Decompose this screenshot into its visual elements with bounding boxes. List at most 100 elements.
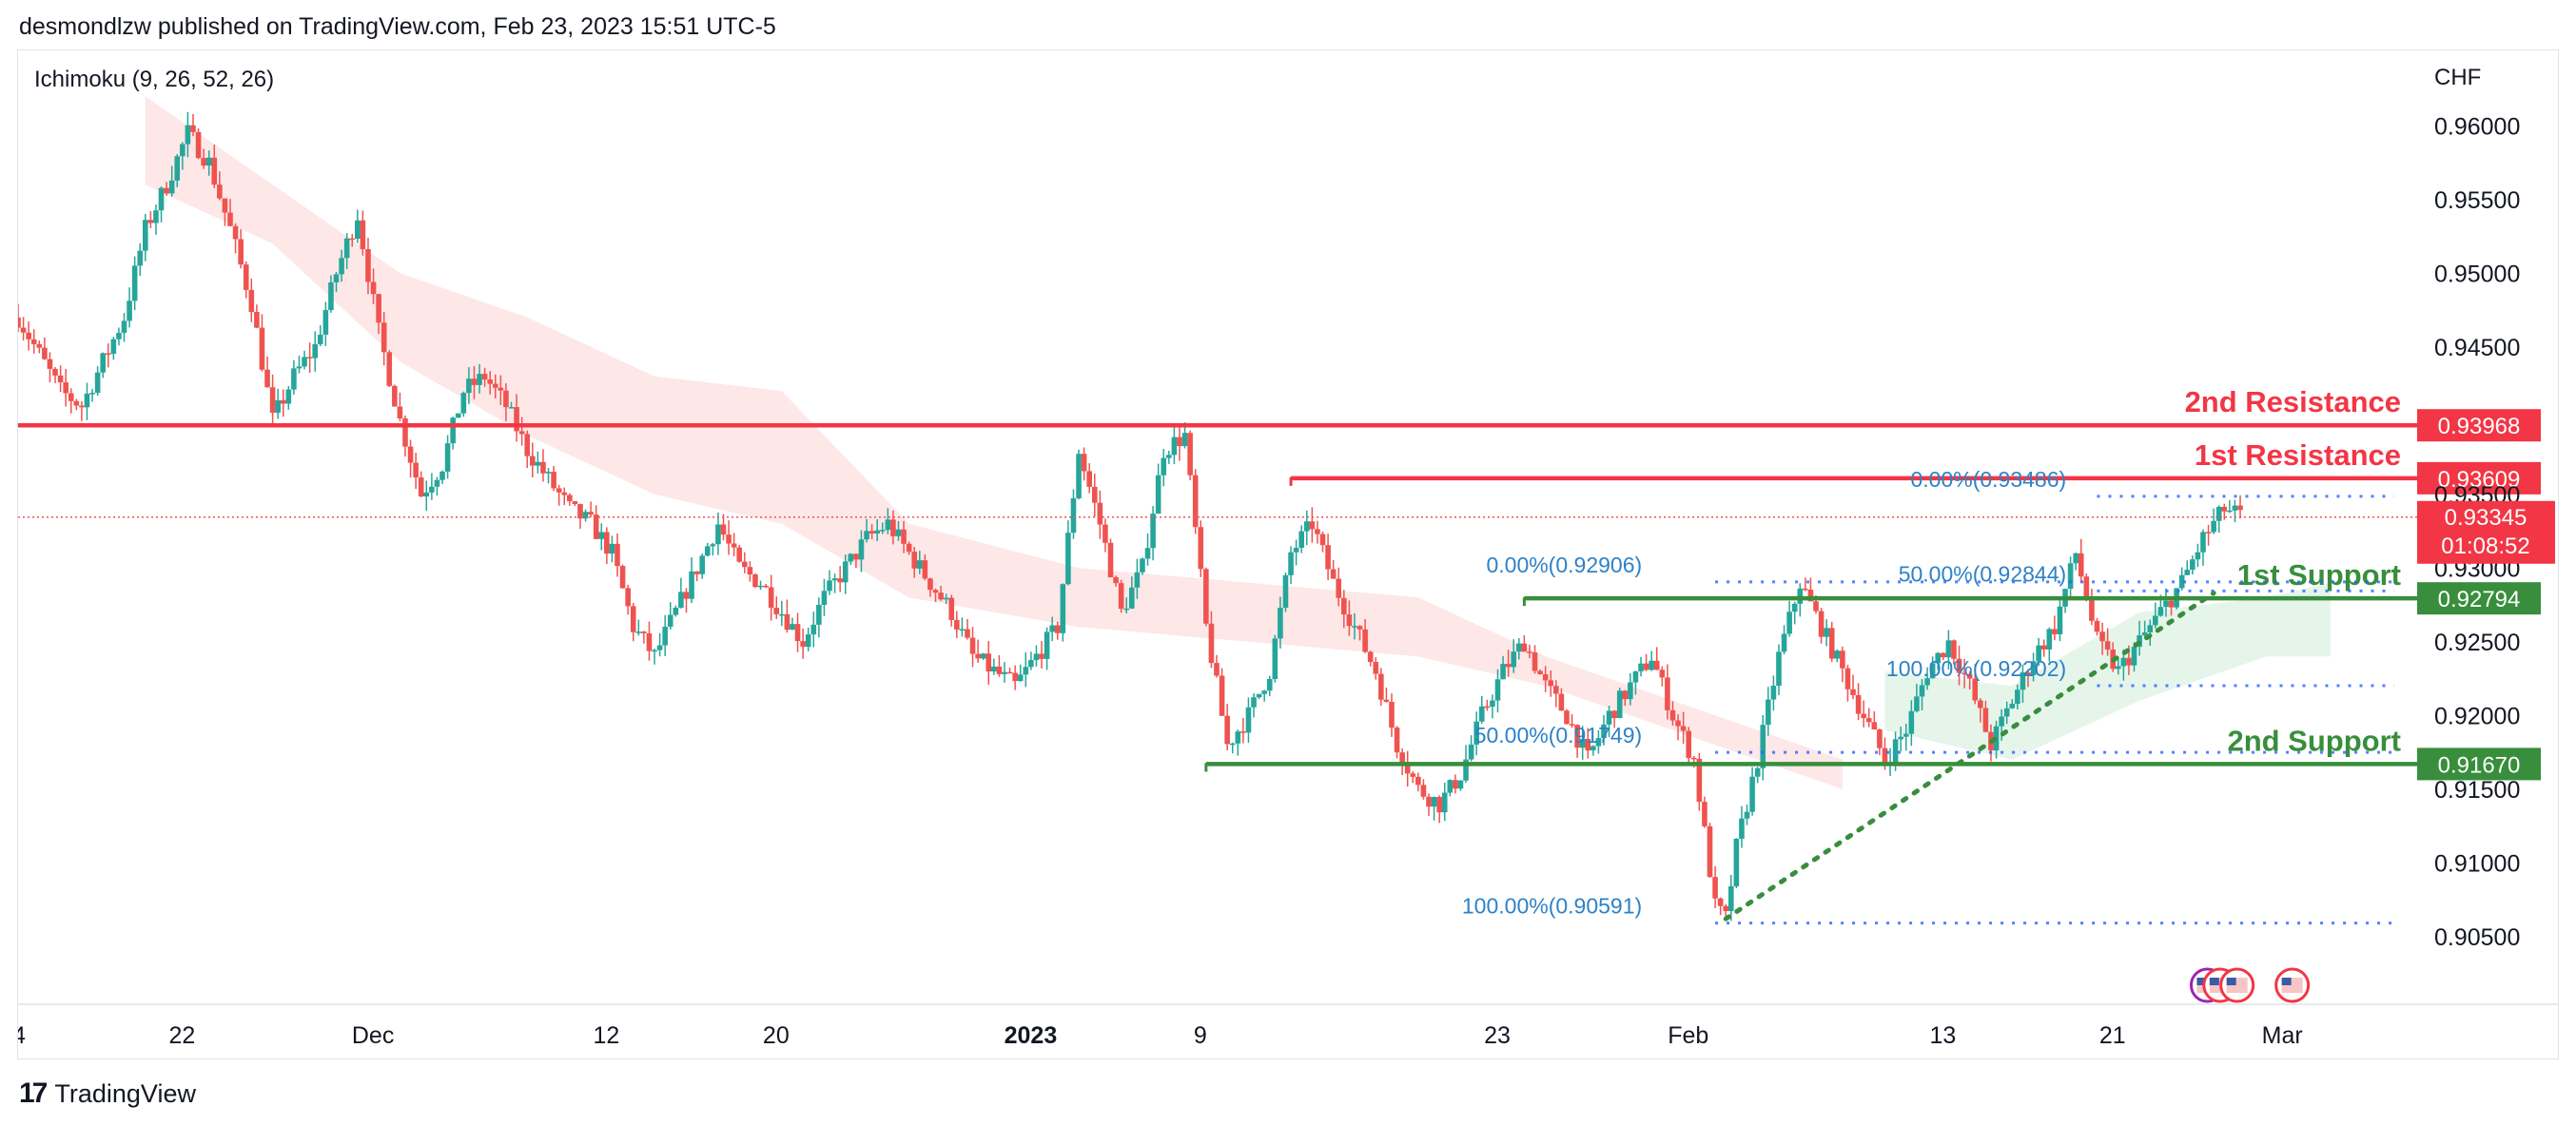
candle [630,606,636,632]
candle [1171,437,1178,456]
price-axis[interactable]: 0.960000.955000.950000.945000.935000.930… [2417,113,2555,951]
candle [185,125,191,145]
candle [1245,707,1252,733]
candle [1760,725,1766,768]
candle [810,624,817,635]
candle [1749,776,1755,812]
candle [763,585,769,588]
candle [84,393,90,408]
candle [1431,797,1437,807]
candle [582,512,589,519]
candle [1717,898,1724,906]
candle [858,539,865,560]
candle [683,592,690,599]
candle [1219,675,1225,716]
key-levels: 2nd Resistance 0.93968 1st Resistance 0.936… [18,385,2541,781]
candle [1315,529,1320,534]
candle [57,375,64,383]
candle [1542,673,1549,681]
candle [312,343,319,359]
fib-label: 100.00%(0.92202) [1886,656,2066,681]
candle [1023,667,1029,675]
candle [1017,674,1024,682]
candle [2020,672,2026,690]
candle [689,571,694,599]
candle [1892,739,1899,763]
fib-label: 0.00%(0.92906) [1486,553,1642,577]
candle [540,461,546,474]
candle [1410,773,1416,777]
candle [2036,645,2041,662]
indicator-label[interactable]: Ichimoku (9, 26, 52, 26) [34,67,274,92]
candle [874,530,880,534]
candle [742,561,748,568]
candle [1394,728,1400,753]
candle [821,591,828,606]
candle [492,383,498,388]
candle [2067,563,2074,590]
candle [1468,744,1474,760]
currency-label: CHF [2434,65,2481,90]
candle [1103,524,1108,543]
candle [906,543,912,553]
candle [1161,457,1167,476]
candle [1956,658,1962,673]
resistance-price-tag [2417,409,2541,442]
candle [143,220,148,251]
candle [2141,631,2148,636]
candle [784,613,790,631]
candle [487,379,493,384]
candle [259,327,265,370]
candle [147,220,154,223]
candle [360,220,366,249]
candle [1091,486,1098,503]
candle [1818,611,1825,637]
candle [673,607,679,615]
candle [1903,733,1909,737]
candle [646,632,653,651]
current-price-text: 0.93345 [2445,505,2527,531]
candle [52,368,58,376]
candle [498,387,504,391]
candle [1786,612,1792,634]
candle [1293,548,1299,553]
candle [879,530,886,532]
candle [916,560,923,569]
candle [2015,689,2020,705]
candle [715,524,721,545]
candle [73,400,80,406]
y-tick-label: 0.90500 [2434,924,2520,951]
candle [1727,885,1734,912]
candle [1595,738,1602,747]
candle [1319,534,1326,546]
candle [1272,638,1278,680]
candle [116,333,122,340]
time-axis[interactable]: 14 22 Dec 12 20 2023 9 23 Feb 13 21 Mar [18,1003,2558,1049]
candle [1123,608,1130,611]
fib-label: 0.00%(0.93486) [1910,467,2066,492]
candle [1240,731,1246,733]
candle [1908,710,1915,734]
fibonacci-levels: 0.00%(0.93486) 0.00%(0.92906) 50.00%(0.928… [1462,467,2394,925]
candle [1012,672,1018,682]
candle [1797,588,1804,604]
candle [1490,700,1495,708]
candle [2163,600,2169,608]
candle [1919,685,1925,697]
candle [693,571,700,574]
candle [1813,601,1819,612]
candle [1707,825,1713,878]
tradingview-logo[interactable]: 17 TradingView [19,1077,196,1111]
economic-events[interactable] [2189,967,2311,1003]
candle [2120,657,2127,667]
candle [1521,643,1528,652]
candle [1028,660,1034,668]
candle [1039,653,1044,659]
chart-frame: Ichimoku (9, 26, 52, 26) CHF 2nd Resista… [17,49,2559,1059]
candle [1712,877,1718,899]
candle [800,641,806,648]
resistance-price-text: 0.93968 [2438,414,2521,439]
price-chart[interactable]: Ichimoku (9, 26, 52, 26) CHF 2nd Resista… [18,50,2558,1058]
candle [1128,587,1135,609]
candle [1494,679,1501,701]
